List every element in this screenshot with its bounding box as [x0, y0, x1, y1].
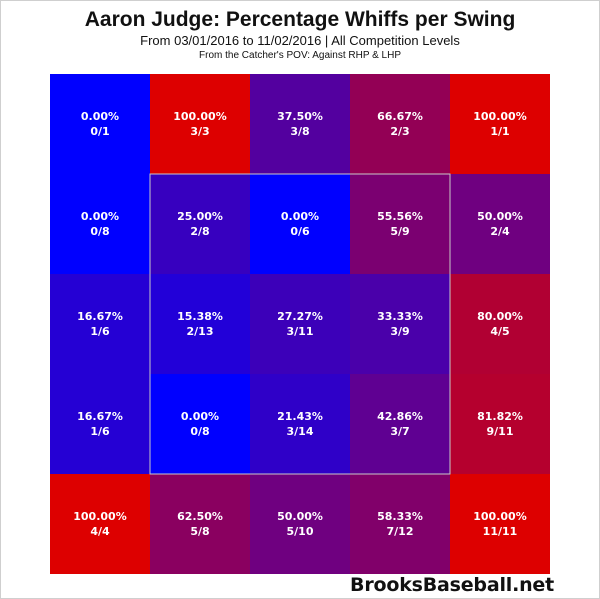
cell-ratio-label: 5/9	[390, 225, 409, 238]
cell-percent-label: 50.00%	[477, 210, 523, 223]
strike-zone-outline	[149, 173, 451, 475]
cell-percent-label: 21.43%	[277, 410, 323, 423]
heatmap-cell-r1-c0	[50, 174, 150, 274]
cell-percent-label: 0.00%	[81, 110, 119, 123]
cell-ratio-label: 1/6	[90, 425, 110, 438]
heatmap-cell-r4-c2	[250, 474, 350, 574]
cell-ratio-label: 4/4	[90, 525, 110, 538]
cell-ratio-label: 9/11	[487, 425, 514, 438]
cell-percent-label: 58.33%	[377, 510, 423, 523]
cell-percent-label: 62.50%	[177, 510, 223, 523]
heatmap-cell-r1-c3	[350, 174, 450, 274]
cell-percent-label: 50.00%	[277, 510, 323, 523]
heatmap-cell-r2-c3	[350, 274, 450, 374]
chart-subtitle: From 03/01/2016 to 11/02/2016 | All Comp…	[140, 33, 460, 48]
heatmap-cell-r4-c3	[350, 474, 450, 574]
cell-percent-label: 37.50%	[277, 110, 323, 123]
cell-percent-label: 100.00%	[173, 110, 226, 123]
cell-ratio-label: 5/10	[287, 525, 314, 538]
cell-ratio-label: 3/14	[287, 425, 314, 438]
cell-ratio-label: 0/8	[90, 225, 109, 238]
chart-pov-note: From the Catcher's POV: Against RHP & LH…	[199, 50, 401, 61]
cell-percent-label: 66.67%	[377, 110, 423, 123]
heatmap-cell-r0-c1	[150, 74, 250, 174]
cell-ratio-label: 0/8	[190, 425, 209, 438]
cell-percent-label: 100.00%	[473, 110, 526, 123]
heatmap-cell-r3-c0	[50, 374, 150, 474]
cell-ratio-label: 2/8	[190, 225, 209, 238]
heatmap-cell-r0-c4	[450, 74, 550, 174]
cell-percent-label: 55.56%	[377, 210, 423, 223]
cell-percent-label: 100.00%	[473, 510, 526, 523]
heatmap-cell-r3-c2	[250, 374, 350, 474]
cell-ratio-label: 1/6	[90, 325, 110, 338]
cell-ratio-label: 3/8	[290, 125, 309, 138]
cell-percent-label: 15.38%	[177, 310, 223, 323]
cell-ratio-label: 3/11	[287, 325, 314, 338]
heatmap-cell-r0-c3	[350, 74, 450, 174]
heatmap-cell-r2-c1	[150, 274, 250, 374]
heatmap-cell-r0-c2	[250, 74, 350, 174]
cell-ratio-label: 11/11	[483, 525, 518, 538]
heatmap-cell-r2-c0	[50, 274, 150, 374]
cell-percent-label: 0.00%	[81, 210, 119, 223]
heatmap-cell-r3-c3	[350, 374, 450, 474]
heatmap-cell-r2-c4	[450, 274, 550, 374]
cell-percent-label: 0.00%	[281, 210, 319, 223]
cell-percent-label: 80.00%	[477, 310, 523, 323]
heatmap-cell-r1-c4	[450, 174, 550, 274]
cell-ratio-label: 3/7	[390, 425, 409, 438]
cell-ratio-label: 0/6	[290, 225, 310, 238]
cell-percent-label: 100.00%	[73, 510, 126, 523]
cell-percent-label: 16.67%	[77, 410, 123, 423]
cell-ratio-label: 4/5	[490, 325, 509, 338]
heatmap-cell-r1-c2	[250, 174, 350, 274]
cell-ratio-label: 3/9	[390, 325, 409, 338]
heatmap-cell-r2-c2	[250, 274, 350, 374]
heatmap-cell-r0-c0	[50, 74, 150, 174]
cell-ratio-label: 0/1	[90, 125, 109, 138]
chart-title: Aaron Judge: Percentage Whiffs per Swing	[84, 8, 516, 31]
cell-ratio-label: 2/4	[490, 225, 510, 238]
cell-ratio-label: 5/8	[190, 525, 209, 538]
cell-ratio-label: 3/3	[190, 125, 209, 138]
cell-ratio-label: 2/13	[187, 325, 214, 338]
heatmap-cell-r3-c1	[150, 374, 250, 474]
cell-percent-label: 25.00%	[177, 210, 223, 223]
heatmap-cell-r4-c4	[450, 474, 550, 574]
cell-ratio-label: 2/3	[390, 125, 409, 138]
cell-percent-label: 81.82%	[477, 410, 523, 423]
heatmap-cell-r4-c0	[50, 474, 150, 574]
cell-ratio-label: 7/12	[387, 525, 414, 538]
cell-ratio-label: 1/1	[490, 125, 509, 138]
brooks-baseball-watermark: BrooksBaseball.net	[350, 574, 554, 596]
cell-percent-label: 0.00%	[181, 410, 219, 423]
cell-percent-label: 33.33%	[377, 310, 423, 323]
cell-percent-label: 42.86%	[377, 410, 423, 423]
cell-percent-label: 27.27%	[277, 310, 323, 323]
heatmap-cell-r3-c4	[450, 374, 550, 474]
cell-percent-label: 16.67%	[77, 310, 123, 323]
heatmap-cell-r1-c1	[150, 174, 250, 274]
heatmap-cell-r4-c1	[150, 474, 250, 574]
